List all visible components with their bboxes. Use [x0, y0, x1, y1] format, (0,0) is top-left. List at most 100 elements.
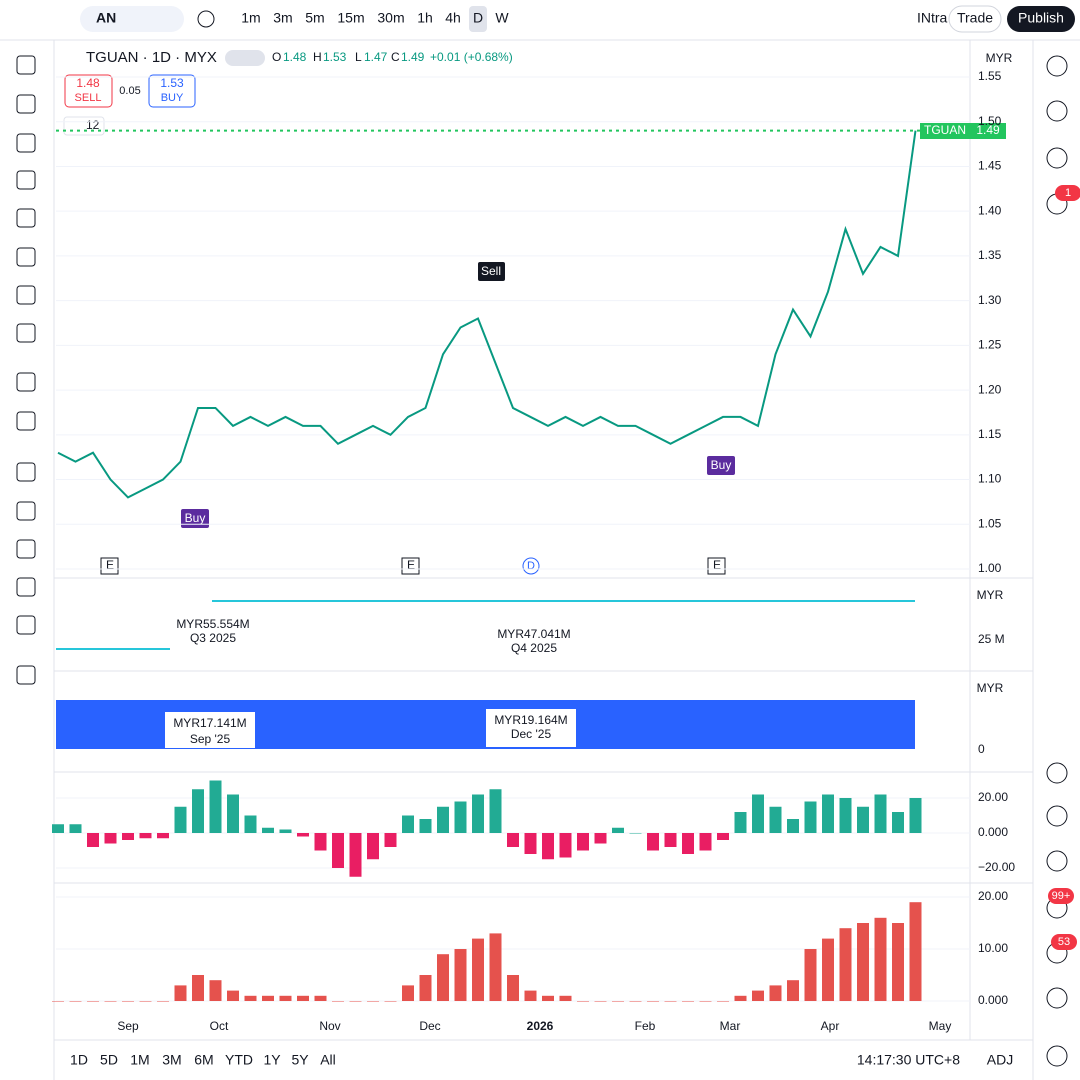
range-button[interactable]: 5Y	[291, 1052, 309, 1068]
histogram-bar	[542, 833, 554, 860]
currency[interactable]: MYR	[977, 588, 1004, 602]
publish-button[interactable]	[1007, 6, 1075, 32]
interval[interactable]: 15m	[337, 10, 364, 26]
histogram-bar	[209, 780, 222, 833]
sidebar-icon[interactable]	[1046, 850, 1068, 872]
income-value: MYR19.164M	[494, 713, 567, 727]
range-button[interactable]: All	[320, 1052, 336, 1068]
histogram-bar	[314, 995, 327, 1001]
histogram-bar	[507, 833, 519, 847]
histogram-bar	[822, 794, 834, 833]
interval[interactable]: 5m	[305, 10, 324, 26]
sell-signal-bg	[478, 262, 505, 281]
sell-button[interactable]	[64, 74, 113, 108]
histogram-bar	[629, 833, 642, 834]
tool-icon[interactable]	[16, 665, 36, 685]
earnings-label[interactable]: E	[407, 558, 415, 572]
tool-icon[interactable]	[16, 501, 36, 521]
income-axis: 0	[978, 742, 985, 756]
range-button[interactable]: 5D	[100, 1052, 118, 1068]
histogram-bar	[892, 923, 904, 1001]
range-button[interactable]: 3M	[162, 1052, 181, 1068]
buy-label[interactable]: BUY	[161, 92, 184, 104]
sell-price[interactable]: 1.48	[76, 76, 100, 90]
histogram-bar	[244, 995, 257, 1001]
histogram-bar	[717, 1001, 729, 1002]
histogram-bar	[664, 833, 677, 847]
tool-icon[interactable]	[16, 247, 36, 267]
tool-icon[interactable]	[16, 285, 36, 305]
histogram-bar	[472, 794, 484, 833]
y-tick-label: 20.00	[978, 889, 1008, 903]
sell-label[interactable]: SELL	[75, 92, 102, 104]
tool-icon[interactable]	[16, 208, 36, 228]
x-tick-label: Mar	[720, 1019, 741, 1033]
histogram-bar	[192, 789, 204, 833]
range-button[interactable]: 6M	[194, 1052, 213, 1068]
range-button[interactable]: 1Y	[263, 1052, 281, 1068]
earnings-label[interactable]: E	[106, 558, 114, 572]
earnings-label[interactable]: E	[713, 558, 721, 572]
sidebar-icon[interactable]	[1046, 987, 1068, 1009]
range-button[interactable]: 1M	[130, 1052, 149, 1068]
trade-button[interactable]	[948, 5, 1002, 33]
histogram-bar	[577, 833, 589, 851]
buy-price[interactable]: 1.53	[160, 76, 184, 90]
tool-icon[interactable]	[16, 170, 36, 190]
histogram-bar	[122, 1001, 134, 1002]
legend-l: L	[355, 50, 362, 64]
revenue-axis: 25 M	[978, 632, 1005, 646]
histogram-bar	[52, 824, 64, 833]
interval[interactable]: D	[473, 10, 483, 26]
sidebar-icon[interactable]	[1046, 147, 1068, 169]
tool-icon[interactable]	[16, 615, 36, 635]
interval[interactable]: 1h	[417, 10, 433, 26]
sidebar-icon[interactable]	[1046, 1045, 1068, 1067]
publish-label[interactable]: Publish	[1018, 10, 1064, 26]
tool-icon[interactable]	[16, 539, 36, 559]
trade-label[interactable]: Trade	[957, 10, 993, 26]
tool-icon[interactable]	[16, 411, 36, 431]
currency[interactable]: MYR	[977, 681, 1004, 695]
range-button[interactable]: 1D	[70, 1052, 88, 1068]
interval[interactable]: 4h	[445, 10, 461, 26]
sidebar-icon[interactable]	[1046, 762, 1068, 784]
interval[interactable]: 3m	[273, 10, 292, 26]
tool-icon[interactable]	[16, 94, 36, 114]
symbol-search[interactable]	[80, 6, 184, 32]
badge	[1055, 185, 1080, 201]
interval[interactable]: 30m	[377, 10, 404, 26]
add-icon[interactable]	[197, 10, 215, 28]
histogram-bar	[559, 833, 572, 858]
dividend-label[interactable]: D	[527, 560, 535, 572]
histogram-bar	[892, 812, 904, 833]
histogram-bar	[612, 1001, 624, 1002]
earnings-marker[interactable]	[707, 557, 726, 575]
y-tick-label: 1.05	[978, 516, 1002, 530]
sidebar-icon[interactable]	[1046, 805, 1068, 827]
earnings-marker[interactable]	[401, 557, 420, 575]
histogram-bar	[507, 975, 519, 1001]
interval[interactable]: W	[495, 10, 509, 26]
interval[interactable]: 1m	[241, 10, 260, 26]
tool-icon[interactable]	[16, 372, 36, 392]
tool-icon[interactable]	[16, 462, 36, 482]
sidebar-icon[interactable]	[1046, 55, 1068, 77]
symbol[interactable]: AN	[96, 10, 116, 26]
adj-toggle[interactable]: ADJ	[987, 1052, 1013, 1068]
tool-icon[interactable]	[16, 55, 36, 75]
earnings-marker[interactable]	[100, 557, 119, 575]
tool-icon[interactable]	[16, 577, 36, 597]
currency[interactable]: MYR	[986, 51, 1013, 65]
tool-icon[interactable]	[16, 323, 36, 343]
y-tick-label: 1.25	[978, 338, 1002, 352]
histogram-bar	[577, 1001, 589, 1002]
dividend-marker[interactable]	[522, 557, 540, 575]
sidebar-icon[interactable]	[1046, 100, 1068, 122]
histogram-bar	[857, 806, 869, 833]
layout-name[interactable]: INtra	[917, 10, 948, 26]
tool-icon[interactable]	[16, 133, 36, 153]
range-button[interactable]: YTD	[225, 1052, 253, 1068]
histogram-bar	[839, 928, 852, 1001]
buy-button[interactable]	[148, 74, 196, 108]
